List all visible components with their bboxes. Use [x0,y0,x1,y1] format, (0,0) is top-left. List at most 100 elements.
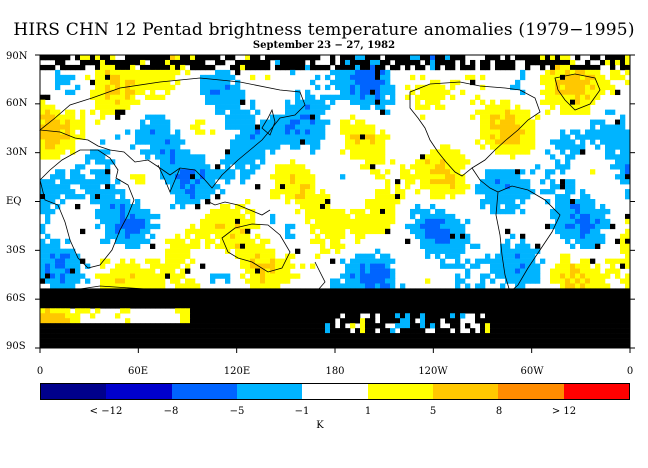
anomaly-cell [510,318,516,324]
anomaly-cell [205,288,211,294]
anomaly-cell [55,69,61,76]
anomaly-cell [405,55,411,61]
anomaly-cell [495,55,501,61]
anomaly-cell [45,218,51,225]
anomaly-cell [200,119,206,125]
anomaly-cell [55,144,61,150]
anomaly-cell [570,149,576,155]
anomaly-cell [165,124,171,130]
anomaly-cell [245,248,251,254]
anomaly-cell [185,69,191,76]
anomaly-cell [525,328,531,334]
colorbar-label: < −12 [89,406,123,417]
anomaly-cell [310,288,316,294]
anomaly-cell [115,74,121,81]
anomaly-cell [595,323,601,329]
anomaly-cell [165,293,171,299]
anomaly-cell [335,208,341,215]
anomaly-cell [310,189,316,195]
anomaly-cell [260,154,266,160]
anomaly-cell [370,298,376,304]
anomaly-cell [585,199,591,205]
anomaly-cell [525,64,531,71]
axis-ticks [35,54,635,353]
anomaly-cell [485,343,491,349]
anomaly-cell [290,194,296,200]
anomaly-cell [250,303,256,309]
anomaly-cell [185,278,191,284]
anomaly-cell [230,333,236,339]
anomaly-cell [620,159,626,165]
anomaly-cell [100,323,106,329]
anomaly-cell [155,328,161,334]
anomaly-cell [565,303,571,309]
anomaly-cell [190,313,196,319]
anomaly-cell [295,94,301,100]
anomaly-cell [190,59,196,66]
anomaly-cell [475,139,481,145]
anomaly-cell [490,318,496,324]
anomaly-cell [135,59,141,66]
anomaly-cell [440,194,446,200]
anomaly-cell [130,263,136,269]
anomaly-cell [370,258,376,264]
anomaly-cell [250,328,256,334]
anomaly-cell [500,328,506,334]
anomaly-cell [95,293,101,299]
anomaly-cell [345,263,351,269]
anomaly-cell [580,318,586,324]
anomaly-cell [550,139,556,145]
anomaly-cell [470,333,476,339]
anomaly-cell [205,303,211,309]
anomaly-cell [40,104,46,110]
anomaly-cell [190,154,196,160]
anomaly-cell [445,189,451,195]
anomaly-cell [615,298,621,304]
anomaly-cell [140,79,146,86]
anomaly-cell [130,238,136,245]
anomaly-cell [355,338,361,344]
anomaly-cell [560,268,566,274]
anomaly-cell [515,79,521,86]
anomaly-cell [250,293,256,299]
anomaly-cell [90,189,96,195]
anomaly-cell [185,333,191,339]
anomaly-cell [485,119,491,125]
anomaly-cell [605,154,611,160]
anomaly-cell [80,64,86,71]
anomaly-cell [90,288,96,294]
anomaly-cell [600,308,606,314]
anomaly-cell [580,144,586,150]
anomaly-cell [95,159,101,165]
anomaly-cell [520,194,526,200]
anomaly-cell [240,64,246,71]
anomaly-cell [515,338,521,344]
anomaly-cell [510,328,516,334]
anomaly-cell [120,258,126,264]
anomaly-cell [550,104,556,110]
anomaly-cell [315,74,321,81]
anomaly-cell [190,283,196,289]
anomaly-cell [215,109,221,115]
anomaly-cell [455,323,461,329]
anomaly-cell [610,55,616,61]
anomaly-cell [560,303,566,309]
anomaly-cell [375,104,381,110]
anomaly-cell [40,298,46,304]
anomaly-cell [445,55,451,61]
anomaly-cell [205,218,211,225]
anomaly-cell [545,343,551,349]
anomaly-cell [190,164,196,170]
anomaly-cell [535,278,541,284]
anomaly-cell [485,293,491,299]
anomaly-cell [365,149,371,155]
anomaly-cell [245,129,251,135]
anomaly-cell [225,323,231,329]
anomaly-cell [385,258,391,264]
anomaly-cell [375,189,381,195]
anomaly-cell [275,323,281,329]
anomaly-cell [215,233,221,240]
anomaly-cell [585,134,591,140]
anomaly-cell [375,288,381,294]
anomaly-cell [370,203,376,210]
